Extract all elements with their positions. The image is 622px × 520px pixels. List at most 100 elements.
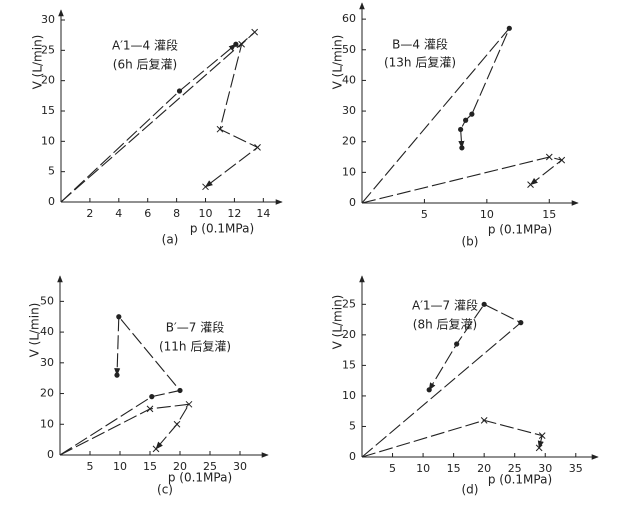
- annotation: A′1—4 灌段: [112, 38, 178, 53]
- x-axis-label: p (0.1MPa): [168, 471, 232, 485]
- point: [481, 301, 487, 307]
- y-axis-label: V (L/min): [331, 295, 345, 350]
- point: [146, 405, 154, 413]
- series-line: [361, 156, 563, 204]
- point: [545, 153, 553, 161]
- point: [116, 314, 122, 320]
- x-tick-label: 20: [173, 460, 187, 473]
- point: [426, 387, 432, 393]
- point: [458, 126, 464, 133]
- annotation: B—4 灌段: [392, 37, 448, 52]
- point: [202, 183, 209, 191]
- point: [114, 372, 120, 378]
- x-axis-label: p (0.1MPa): [488, 473, 552, 487]
- x-tick-label: 30: [538, 462, 552, 475]
- point: [173, 420, 181, 428]
- annotation: (13h 后复灌): [384, 56, 456, 70]
- point: [480, 417, 488, 424]
- point: [463, 117, 469, 123]
- x-tick-label: 10: [199, 207, 213, 220]
- caption: (b): [462, 235, 479, 249]
- y-tick-label: 10: [41, 134, 55, 147]
- x-tick-label: 12: [227, 207, 241, 220]
- point: [254, 144, 261, 151]
- point: [216, 125, 224, 133]
- y-tick-label: 50: [40, 294, 54, 307]
- point: [152, 445, 160, 453]
- x-tick-label: 10: [416, 462, 430, 475]
- y-tick-label: 5: [48, 165, 55, 178]
- point: [233, 41, 239, 47]
- point: [177, 387, 183, 394]
- caption: (d): [462, 483, 479, 497]
- annotation: A′1—7 灌段: [412, 298, 478, 313]
- point: [454, 341, 460, 347]
- annotation: B′—7 灌段: [166, 320, 224, 335]
- point: [149, 394, 155, 400]
- y-tick-label: 0: [349, 196, 356, 209]
- x-tick-label: 25: [203, 460, 217, 473]
- annotation: (8h 后复灌): [413, 318, 477, 332]
- y-tick-label: 30: [40, 356, 54, 369]
- series-line: [59, 315, 182, 456]
- y-tick-label: 25: [41, 43, 55, 56]
- y-tick-label: 10: [342, 165, 356, 178]
- point: [535, 444, 543, 452]
- point: [238, 40, 246, 48]
- y-axis-label: V (L/min): [331, 35, 345, 90]
- y-tick-label: 60: [342, 12, 356, 25]
- x-tick-label: 15: [447, 462, 461, 475]
- caption: (a): [162, 233, 179, 247]
- y-tick-label: 15: [342, 358, 356, 371]
- point: [527, 181, 534, 188]
- x-tick-label: 5: [87, 460, 94, 473]
- y-tick-label: 10: [40, 417, 54, 430]
- point: [176, 88, 183, 94]
- series-line: [361, 419, 544, 458]
- x-tick-label: 2: [86, 207, 93, 220]
- x-tick-label: 35: [569, 462, 583, 475]
- caption: (c): [157, 483, 173, 497]
- x-tick-label: 15: [143, 460, 157, 473]
- series-line: [361, 303, 522, 458]
- point: [469, 111, 475, 117]
- x-tick-label: 10: [480, 208, 494, 221]
- annotation: (6h 后复灌): [113, 58, 177, 72]
- point: [518, 320, 524, 326]
- x-tick-label: 30: [233, 460, 247, 473]
- point: [251, 28, 259, 36]
- point: [506, 25, 512, 31]
- x-tick-label: 15: [542, 208, 556, 221]
- y-axis-label: V (L/min): [28, 303, 42, 358]
- y-tick-label: 15: [41, 104, 55, 117]
- x-tick-label: 4: [115, 207, 122, 220]
- x-tick-label: 6: [144, 207, 151, 220]
- y-tick-label: 10: [342, 389, 356, 402]
- x-tick-label: 5: [389, 462, 396, 475]
- y-tick-label: 5: [349, 419, 356, 432]
- y-tick-label: 20: [342, 135, 356, 148]
- series-line: [60, 31, 259, 203]
- y-tick-label: 30: [41, 13, 55, 26]
- x-tick-label: 14: [256, 207, 270, 220]
- x-tick-label: 20: [477, 462, 491, 475]
- y-tick-label: 0: [47, 448, 54, 461]
- x-axis-label: p (0.1MPa): [190, 222, 254, 236]
- y-tick-label: 50: [342, 43, 356, 56]
- x-axis-label: p (0.1MPa): [488, 223, 552, 237]
- y-axis-label: V (L/min): [31, 35, 45, 90]
- y-tick-label: 20: [41, 74, 55, 87]
- x-tick-label: 5: [421, 208, 428, 221]
- series-line: [361, 27, 510, 204]
- y-tick-label: 0: [349, 450, 356, 463]
- point: [185, 400, 193, 408]
- point: [459, 145, 465, 151]
- y-tick-label: 20: [40, 387, 54, 400]
- point: [558, 156, 566, 164]
- series-line: [59, 403, 191, 456]
- x-tick-label: 10: [113, 460, 127, 473]
- y-tick-label: 40: [40, 325, 54, 338]
- annotation: (11h 后复灌): [159, 340, 231, 354]
- y-tick-label: 40: [342, 73, 356, 86]
